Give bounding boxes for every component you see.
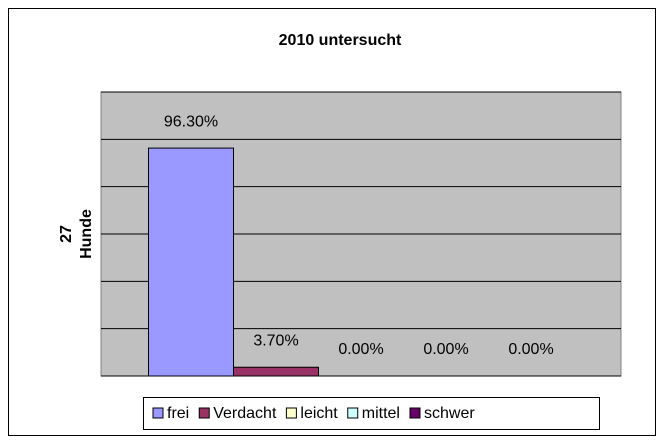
legend-label: leicht <box>300 405 338 422</box>
legend-label: schwer <box>424 405 475 422</box>
legend-swatch <box>198 407 210 419</box>
legend-box <box>143 397 600 430</box>
chart-title: 2010 untersucht <box>279 32 402 49</box>
bar <box>148 147 234 377</box>
legend-swatch <box>409 407 421 419</box>
legend: frei Verdacht leicht mittel schwer <box>143 397 600 430</box>
y-label-line: 27 <box>58 225 75 243</box>
y-axis-label: 27 Hunde <box>58 209 95 259</box>
bar <box>233 366 319 377</box>
legend-swatch <box>152 407 164 419</box>
data-label: 0.00% <box>338 341 383 358</box>
legend-label: frei <box>167 405 189 422</box>
data-label: 0.00% <box>423 341 468 358</box>
legend-swatch <box>285 407 297 419</box>
legend-label: Verdacht <box>213 405 277 422</box>
data-label: 96.30% <box>164 113 218 130</box>
legend-label: mittel <box>362 405 400 422</box>
legend-swatch <box>347 407 359 419</box>
data-label: 0.00% <box>508 341 553 358</box>
data-label: 3.70% <box>253 332 298 349</box>
y-label-line: Hunde <box>78 209 95 259</box>
